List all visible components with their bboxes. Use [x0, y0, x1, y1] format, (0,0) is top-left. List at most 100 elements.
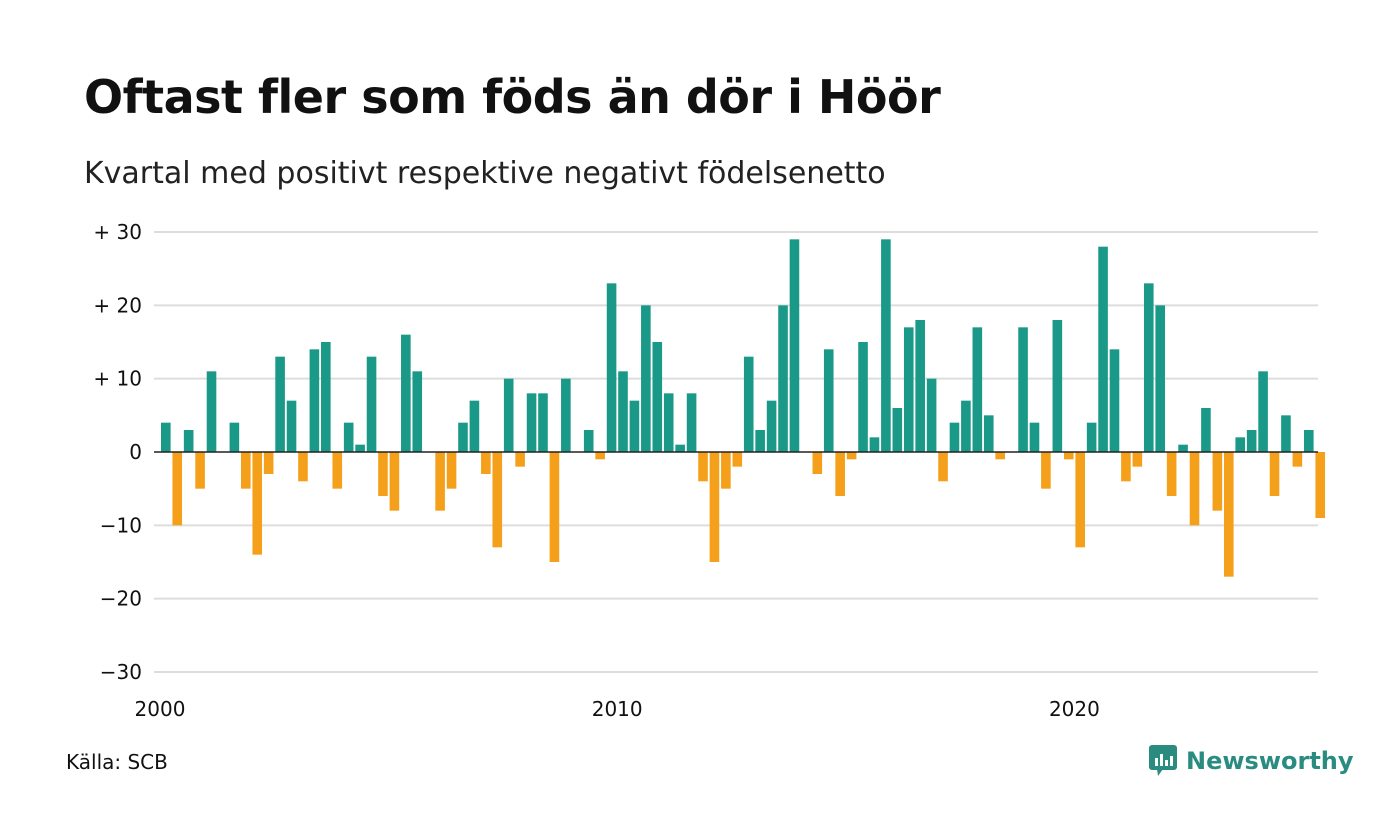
brand-logo: Newsworthy [1148, 744, 1354, 778]
bar [1269, 452, 1280, 496]
bar [378, 452, 388, 496]
bar [263, 452, 274, 474]
bar [355, 444, 365, 452]
source-label: Källa: SCB [66, 750, 168, 774]
bar [1155, 305, 1166, 452]
bar [595, 452, 605, 460]
bar [1212, 452, 1223, 511]
bar [881, 239, 891, 452]
bar [606, 283, 617, 452]
bar [1304, 430, 1314, 452]
bar [915, 320, 925, 452]
bar [389, 452, 400, 511]
bar [503, 378, 514, 452]
bar [583, 430, 594, 452]
bar [469, 400, 480, 452]
bar [195, 452, 205, 489]
bar [743, 356, 754, 452]
bar [698, 452, 708, 482]
bar [755, 430, 765, 452]
chart-subtitle: Kvartal med positivt respektive negativt… [84, 156, 886, 191]
bar [481, 452, 491, 474]
bar [686, 393, 697, 452]
bar [903, 327, 914, 452]
bar [721, 452, 731, 489]
bar [549, 452, 560, 562]
y-axis-ticks: + 30 + 20 + 10 0 −10 −20 −30 [93, 220, 142, 684]
bar [321, 342, 331, 452]
bar [1075, 452, 1085, 548]
y-tick-label: 0 [129, 440, 142, 464]
bar [1052, 320, 1063, 452]
bar [1098, 246, 1108, 452]
bar [1041, 452, 1051, 489]
bar [938, 452, 948, 482]
bar [1121, 452, 1131, 482]
bar [1166, 452, 1177, 496]
bar [458, 422, 468, 452]
x-tick-label: 2010 [592, 697, 643, 721]
bar [618, 371, 628, 452]
bar [1223, 452, 1234, 577]
bar [298, 452, 308, 482]
bar [241, 452, 251, 489]
bar [983, 415, 994, 452]
bar [1235, 437, 1246, 452]
bar [926, 378, 937, 452]
bar [823, 349, 834, 452]
bar [172, 452, 183, 526]
bar [1143, 283, 1154, 452]
bar [1281, 415, 1291, 452]
bar [366, 356, 377, 452]
bar [161, 422, 171, 452]
bar [709, 452, 720, 562]
y-tick-label: + 20 [93, 293, 142, 317]
bar [183, 430, 194, 452]
bar [1258, 371, 1268, 452]
bar [1063, 452, 1074, 460]
bar [446, 452, 457, 489]
bar [869, 437, 880, 452]
y-tick-label: −10 [100, 513, 142, 537]
bar [858, 342, 868, 452]
bar [892, 408, 903, 452]
bar [538, 393, 548, 452]
y-tick-label: −30 [100, 660, 142, 684]
bar [1029, 422, 1040, 452]
bar [846, 452, 857, 460]
y-tick-label: + 10 [93, 367, 142, 391]
bar [229, 422, 240, 452]
bar [663, 393, 674, 452]
bar [492, 452, 503, 548]
x-tick-label: 2020 [1049, 697, 1100, 721]
bar [1109, 349, 1120, 452]
bar [332, 452, 343, 489]
bar [275, 356, 285, 452]
bar [1018, 327, 1028, 452]
bar [732, 452, 743, 467]
newsworthy-logo-icon [1149, 745, 1177, 776]
bar [1132, 452, 1143, 467]
bar [629, 400, 640, 452]
bar [949, 422, 960, 452]
bar [515, 452, 525, 467]
bar [778, 305, 788, 452]
bar [435, 452, 445, 511]
bar [972, 327, 983, 452]
bar [641, 305, 651, 452]
bar [835, 452, 845, 496]
bar [1201, 408, 1211, 452]
bar [526, 393, 537, 452]
bars [154, 239, 1326, 577]
bar [675, 444, 685, 452]
bar [206, 371, 217, 452]
bar [1178, 444, 1188, 452]
bar [252, 452, 263, 555]
gridlines [154, 231, 1318, 673]
bar [1292, 452, 1303, 467]
bar [1086, 422, 1097, 452]
bar [1315, 452, 1326, 518]
bar [561, 378, 571, 452]
bar [343, 422, 354, 452]
